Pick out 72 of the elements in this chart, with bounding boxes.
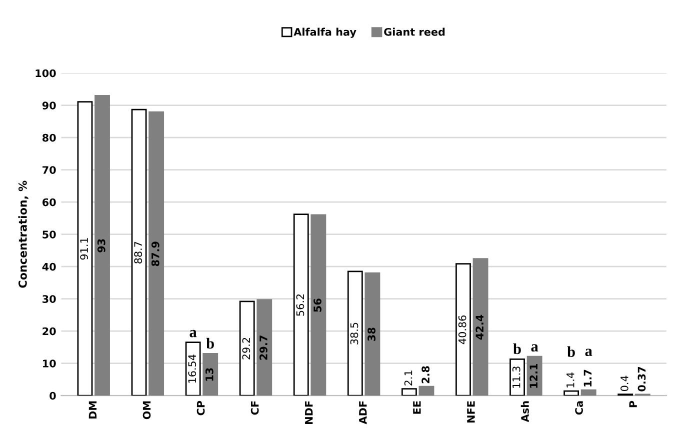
bar: [148, 111, 164, 396]
data-label: 56.2: [296, 294, 304, 316]
y-tick-label: 30: [42, 295, 56, 303]
bar: [293, 214, 309, 396]
y-axis-title: Concentration, %: [18, 180, 28, 288]
x-tick-label: OM: [142, 401, 151, 420]
bar: [347, 270, 363, 396]
data-label: 2.1: [404, 370, 412, 386]
bar: [185, 342, 201, 396]
y-tick-label: 70: [42, 166, 56, 174]
y-tick-label: 10: [43, 360, 56, 368]
x-tick-label: Ca: [575, 401, 583, 415]
data-label: 0.37: [638, 366, 646, 392]
data-label: 2.8: [422, 366, 430, 384]
y-tick-label: 80: [42, 134, 56, 142]
x-tick-label: P: [629, 400, 637, 408]
bar: [456, 263, 471, 396]
x-tick-label: Ash: [520, 401, 529, 422]
x-tick-label: CF: [250, 401, 259, 415]
annotation: a: [585, 348, 592, 356]
data-label: 12.1: [530, 364, 538, 388]
y-tick-label: 20: [42, 327, 56, 336]
legend-label: Giant reed: [384, 28, 445, 36]
data-label: 42.4: [476, 314, 484, 340]
bar: [310, 214, 326, 396]
data-label: 1.7: [584, 370, 592, 386]
x-tick-label: NDF: [305, 401, 313, 424]
data-label: 29.7: [260, 336, 268, 360]
y-tick-label: 60: [42, 198, 56, 206]
data-label: 93: [97, 239, 106, 252]
data-label: 0.4: [620, 376, 628, 392]
bar: [401, 388, 417, 396]
legend-label: Alfalfa hay: [294, 28, 356, 38]
x-tick-label: NFE: [467, 401, 475, 422]
y-tick-label: 40: [42, 262, 56, 271]
bar: [239, 300, 255, 396]
annotation: b: [513, 343, 521, 354]
bar: [202, 352, 218, 396]
annotation: b: [206, 338, 214, 349]
y-tick-label: 0: [50, 392, 56, 400]
y-tick-label: 100: [36, 69, 56, 78]
bar: [94, 94, 110, 396]
x-tick-label: ADF: [359, 401, 367, 424]
y-tick-label: 90: [42, 102, 56, 110]
data-label: 38: [368, 328, 376, 341]
data-label: 11.3: [512, 366, 520, 388]
bar: [364, 272, 380, 396]
bar: [418, 386, 434, 396]
data-label: 38.5: [350, 322, 358, 344]
data-label: 16.54: [188, 354, 196, 383]
data-label: 1.4: [566, 372, 574, 388]
x-tick-label: EE: [413, 401, 421, 414]
bar: [580, 389, 596, 396]
annotation: b: [567, 346, 575, 358]
annotation: a: [190, 330, 197, 338]
data-label: 87.9: [151, 242, 160, 266]
annotation: a: [531, 344, 538, 352]
data-label: 88.7: [134, 242, 142, 264]
bar: [510, 358, 525, 396]
bar: [472, 258, 488, 396]
x-tick-label: CP: [196, 400, 205, 416]
data-label: 40.86: [458, 315, 466, 344]
y-tick-label: 50: [42, 230, 56, 238]
bar: [256, 299, 272, 396]
data-label: 29.2: [242, 338, 250, 360]
data-label: 91.1: [80, 238, 88, 260]
data-label: 13: [205, 368, 214, 381]
x-tick-label: DM: [88, 401, 96, 419]
data-label: 56: [314, 298, 322, 312]
bar: [564, 390, 580, 396]
bar: [77, 101, 93, 396]
bar: [131, 108, 147, 396]
